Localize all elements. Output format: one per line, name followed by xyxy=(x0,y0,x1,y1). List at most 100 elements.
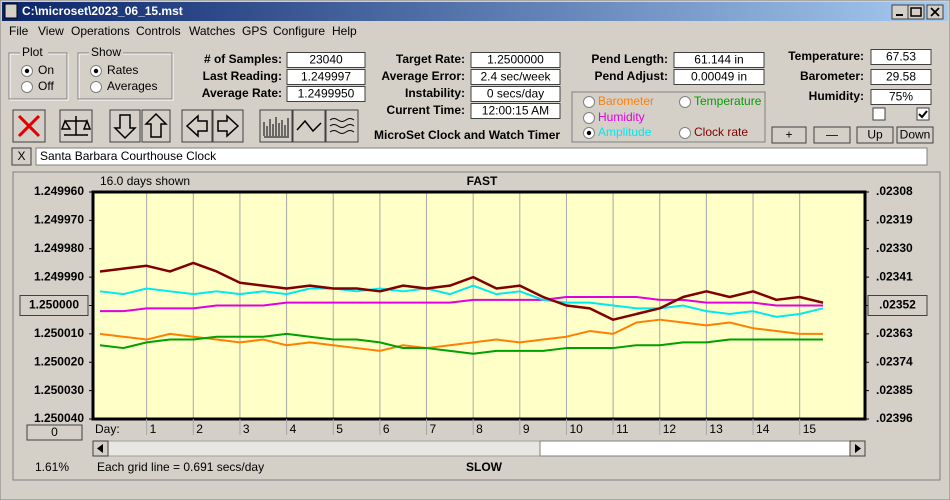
check-mark xyxy=(918,110,928,119)
field-value: 12:00:15 AM xyxy=(482,104,549,118)
series-radio[interactable] xyxy=(583,112,595,124)
icon xyxy=(185,114,208,138)
close-clock-label: X xyxy=(17,149,25,163)
y2-tick-label: .02396 xyxy=(876,411,913,425)
icon xyxy=(263,117,289,138)
chart-title: FAST xyxy=(467,174,498,188)
checkbox[interactable] xyxy=(872,107,886,121)
show-group xyxy=(78,53,174,101)
field-value: 29.58 xyxy=(886,70,916,84)
waves-button[interactable] xyxy=(325,109,359,143)
menu-item[interactable]: Operations xyxy=(71,24,130,38)
radio-dot xyxy=(24,68,30,74)
field-value: 0 secs/day xyxy=(487,87,544,101)
y2-tick-label: .02319 xyxy=(876,213,913,227)
x-tick-label: 7 xyxy=(430,422,437,436)
field-box xyxy=(470,86,561,102)
x-axis-label: Day: xyxy=(95,422,120,436)
x-tick-label: 2 xyxy=(196,422,203,436)
icon xyxy=(855,444,861,453)
center-button[interactable] xyxy=(867,295,928,316)
button-label: — xyxy=(826,128,838,142)
legend-label[interactable]: Barometer xyxy=(598,94,654,108)
field-value: 61.144 in xyxy=(694,53,743,67)
reset-button[interactable] xyxy=(26,424,83,441)
field-box xyxy=(470,69,561,85)
x-tick-label: 1 xyxy=(150,422,157,436)
field-label: Target Rate: xyxy=(396,52,465,66)
window-title: C:\microset\2023_06_15.mst xyxy=(22,4,183,18)
toolbar xyxy=(12,109,359,143)
clock-name-box[interactable] xyxy=(35,147,928,166)
field-label: Average Rate: xyxy=(202,86,282,100)
close-clock-button[interactable] xyxy=(11,147,32,166)
icon xyxy=(217,114,240,138)
radio[interactable] xyxy=(21,81,33,93)
field-box xyxy=(470,103,561,119)
scrollbar xyxy=(92,440,866,457)
legend-label[interactable]: Clock rate xyxy=(694,125,748,139)
field-value: 2.4 sec/week xyxy=(480,70,551,84)
field-label: Pend Adjust: xyxy=(594,69,668,83)
x-tick-label: 8 xyxy=(476,422,483,436)
menu-item[interactable]: GPS xyxy=(242,24,267,38)
field-box xyxy=(673,69,765,85)
field-label: Instability: xyxy=(405,86,465,100)
x-tick-label: 4 xyxy=(290,422,297,436)
field-label: Average Error: xyxy=(381,69,465,83)
field-label: Last Reading: xyxy=(203,69,282,83)
y2-tick-label: .02341 xyxy=(876,269,913,283)
button[interactable] xyxy=(896,126,934,144)
x-tick-label: 14 xyxy=(756,422,770,436)
button[interactable] xyxy=(771,126,807,144)
icon xyxy=(60,116,92,136)
series-line xyxy=(99,261,824,321)
field-box xyxy=(870,49,932,65)
x-tick-label: 10 xyxy=(569,422,583,436)
y-tick-label: 1.249990 xyxy=(34,269,84,283)
legend-label[interactable]: Temperature xyxy=(694,94,762,108)
legend-label[interactable]: Amplitude xyxy=(598,125,652,139)
button[interactable] xyxy=(856,126,894,144)
series-radio[interactable] xyxy=(679,127,691,139)
field-label: Barometer: xyxy=(800,69,864,83)
menu-item[interactable]: Help xyxy=(332,24,357,38)
field-label: Temperature: xyxy=(788,49,864,63)
app-name: MicroSet Clock and Watch Timer xyxy=(374,128,560,142)
icon xyxy=(17,114,41,138)
series-radio[interactable] xyxy=(679,96,691,108)
icon xyxy=(329,118,355,134)
grid xyxy=(146,192,801,419)
checkbox[interactable] xyxy=(916,107,930,121)
center-button[interactable] xyxy=(19,295,89,316)
y-tick-label: 1.249980 xyxy=(34,241,84,255)
group-label: Plot xyxy=(22,45,43,59)
y-tick-label: 1.250020 xyxy=(34,354,84,368)
series-radio[interactable] xyxy=(583,96,595,108)
legend-label[interactable]: Humidity xyxy=(598,110,645,124)
days-shown: 16.0 days shown xyxy=(100,174,190,188)
radio-label: Off xyxy=(38,79,54,93)
menu-item[interactable]: Controls xyxy=(136,24,181,38)
y-tick-label: 1.250010 xyxy=(34,326,84,340)
menu-item[interactable]: Watches xyxy=(189,24,235,38)
y2-tick-label: .02352 xyxy=(879,298,916,312)
menu-item[interactable]: File xyxy=(9,24,29,38)
field-box xyxy=(286,86,366,102)
radio[interactable] xyxy=(90,81,102,93)
x-tick-label: 9 xyxy=(523,422,530,436)
x-tick-label: 6 xyxy=(383,422,390,436)
scroll-thumb[interactable] xyxy=(539,440,851,457)
field-box xyxy=(286,69,366,85)
show-group-border xyxy=(77,52,173,100)
menu-item[interactable]: View xyxy=(38,24,64,38)
button[interactable] xyxy=(813,126,851,144)
button-label: + xyxy=(785,128,792,142)
menu-item[interactable]: Configure xyxy=(273,24,325,38)
minimize-button[interactable] xyxy=(891,4,909,20)
x-tick-label: 5 xyxy=(336,422,343,436)
icon xyxy=(910,7,922,17)
y-tick-label: 1.249960 xyxy=(34,184,84,198)
field-label: Pend Length: xyxy=(591,52,668,66)
